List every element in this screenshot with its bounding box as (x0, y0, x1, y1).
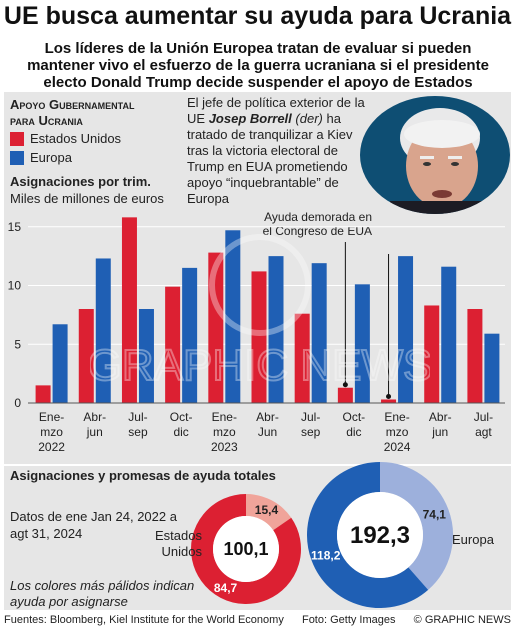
y-tick-label: 5 (14, 337, 21, 351)
delay-annotation: Ayuda demorada en el Congreso de EUA (262, 210, 372, 238)
quote-name-note: (der) (295, 111, 323, 126)
bar-chart-title: Asignaciones por trim. (10, 174, 151, 189)
bar-us (381, 399, 397, 403)
bar-eu (311, 263, 327, 403)
x-tick-label: agt (475, 425, 492, 439)
footer-photo-credit: Foto: Getty Images (301, 614, 396, 626)
x-tick-label: Ene- (39, 410, 64, 424)
legend-us-swatch (10, 131, 24, 146)
legend-eu: Europa (10, 150, 72, 165)
bar-eu (484, 333, 500, 403)
borrell-photo (360, 96, 510, 214)
x-tick-label: dic (346, 425, 361, 439)
legend-us-label: Estados Unidos (30, 131, 122, 146)
legend-eu-swatch (10, 150, 24, 165)
x-tick-label: mzo (40, 425, 63, 439)
bar-us (121, 217, 137, 403)
x-tick-label: sep (128, 425, 148, 439)
y-tick-label: 15 (8, 220, 22, 234)
footer-copyright: © GRAPHIC NEWS (413, 614, 511, 626)
pale-colors-note: Los colores más pálidos indican ayuda po… (10, 578, 195, 609)
x-tick-label: Oct- (170, 410, 193, 424)
x-tick-label: Ene- (384, 410, 409, 424)
donut-slice-label: 118,2 (311, 548, 341, 562)
bar-us (467, 309, 483, 403)
quote-name: Josep Borrell (208, 111, 292, 126)
bar-us (78, 309, 94, 403)
donut-eu-name: Europa (452, 532, 494, 547)
donut-total: 192,3 (350, 522, 410, 549)
x-tick-label: Abr- (256, 410, 279, 424)
bar-eu (398, 256, 414, 403)
donut-slice-allocated (191, 494, 301, 604)
y-tick-label: 10 (8, 279, 22, 293)
bar-eu (182, 267, 198, 403)
donut-center (337, 492, 423, 578)
bar-us (35, 385, 51, 403)
bar-us (294, 313, 310, 403)
legend-title: Apoyo Gubernamental para Ucrania (10, 97, 134, 129)
bar-us (251, 271, 267, 403)
donut-center (213, 516, 279, 582)
bar-us (424, 305, 440, 403)
x-tick-label: Jul- (301, 410, 320, 424)
bar-us (337, 387, 353, 403)
bar-eu (95, 258, 111, 403)
donut-slice-unallocated (245, 494, 292, 531)
donut-slice-label: 84,7 (214, 581, 238, 595)
bar-us (165, 286, 181, 403)
donut-section-title: Asignaciones y promesas de ayuda totales (10, 468, 276, 483)
x-tick-label: 2024 (384, 440, 411, 454)
x-tick-label: Jul- (128, 410, 147, 424)
annotation-dot (342, 382, 348, 388)
donut-slice-label: 15,4 (255, 503, 279, 517)
bar-eu (138, 309, 154, 403)
x-tick-label: mzo (213, 425, 236, 439)
donut-total: 100,1 (223, 539, 268, 559)
x-tick-label: dic (173, 425, 188, 439)
x-tick-label: jun (86, 425, 103, 439)
legend-title-line2: para Ucrania (10, 113, 83, 128)
borrell-quote: El jefe de política exterior de la UE Jo… (187, 95, 377, 207)
bar-chart-ylabel: Miles de millones de euros (10, 191, 164, 206)
legend-title-line1: Apoyo Gubernamental (10, 97, 135, 112)
bar-eu (354, 284, 370, 403)
legend-us: Estados Unidos (10, 131, 121, 146)
page-title: UE busca aumentar su ayuda para Ucrania (3, 2, 512, 30)
x-tick-label: Ene- (212, 410, 237, 424)
x-tick-label: Jun (258, 425, 277, 439)
bar-eu (52, 324, 68, 403)
donut-us-name: Estados Unidos (155, 528, 202, 559)
x-tick-label: sep (301, 425, 321, 439)
legend-eu-label: Europa (30, 150, 72, 165)
bar-eu (441, 266, 457, 403)
annotation-dot (386, 393, 392, 399)
x-tick-label: jun (431, 425, 448, 439)
x-tick-label: Abr- (429, 410, 452, 424)
footer: Fuentes: Bloomberg, Kiel Institute for t… (4, 614, 511, 626)
bar-eu (225, 230, 241, 403)
bar-us (208, 252, 224, 403)
donut-slice-label: 74,1 (423, 508, 447, 522)
x-tick-label: Abr- (83, 410, 106, 424)
x-tick-label: 2023 (211, 440, 238, 454)
quote-rest: ha tratado de tranquilizar a Kiev tras l… (187, 111, 353, 206)
x-tick-label: 2022 (38, 440, 65, 454)
date-range: Datos de ene Jan 24, 2022 a agt 31, 2024 (10, 509, 177, 541)
quote-line1: El jefe de política exterior de la UE (187, 95, 365, 126)
donut-slice-allocated (307, 462, 429, 608)
x-tick-label: Oct- (343, 410, 366, 424)
footer-sources: Fuentes: Bloomberg, Kiel Institute for t… (4, 614, 284, 626)
portrait-illustration (360, 96, 510, 214)
x-tick-label: Jul- (474, 410, 493, 424)
x-tick-label: mzo (386, 425, 409, 439)
page-subtitle: Los líderes de la Unión Europea tratan d… (27, 40, 489, 108)
bar-eu (268, 256, 284, 403)
y-tick-label: 0 (14, 396, 21, 410)
donut-slice-unallocated (379, 462, 453, 590)
